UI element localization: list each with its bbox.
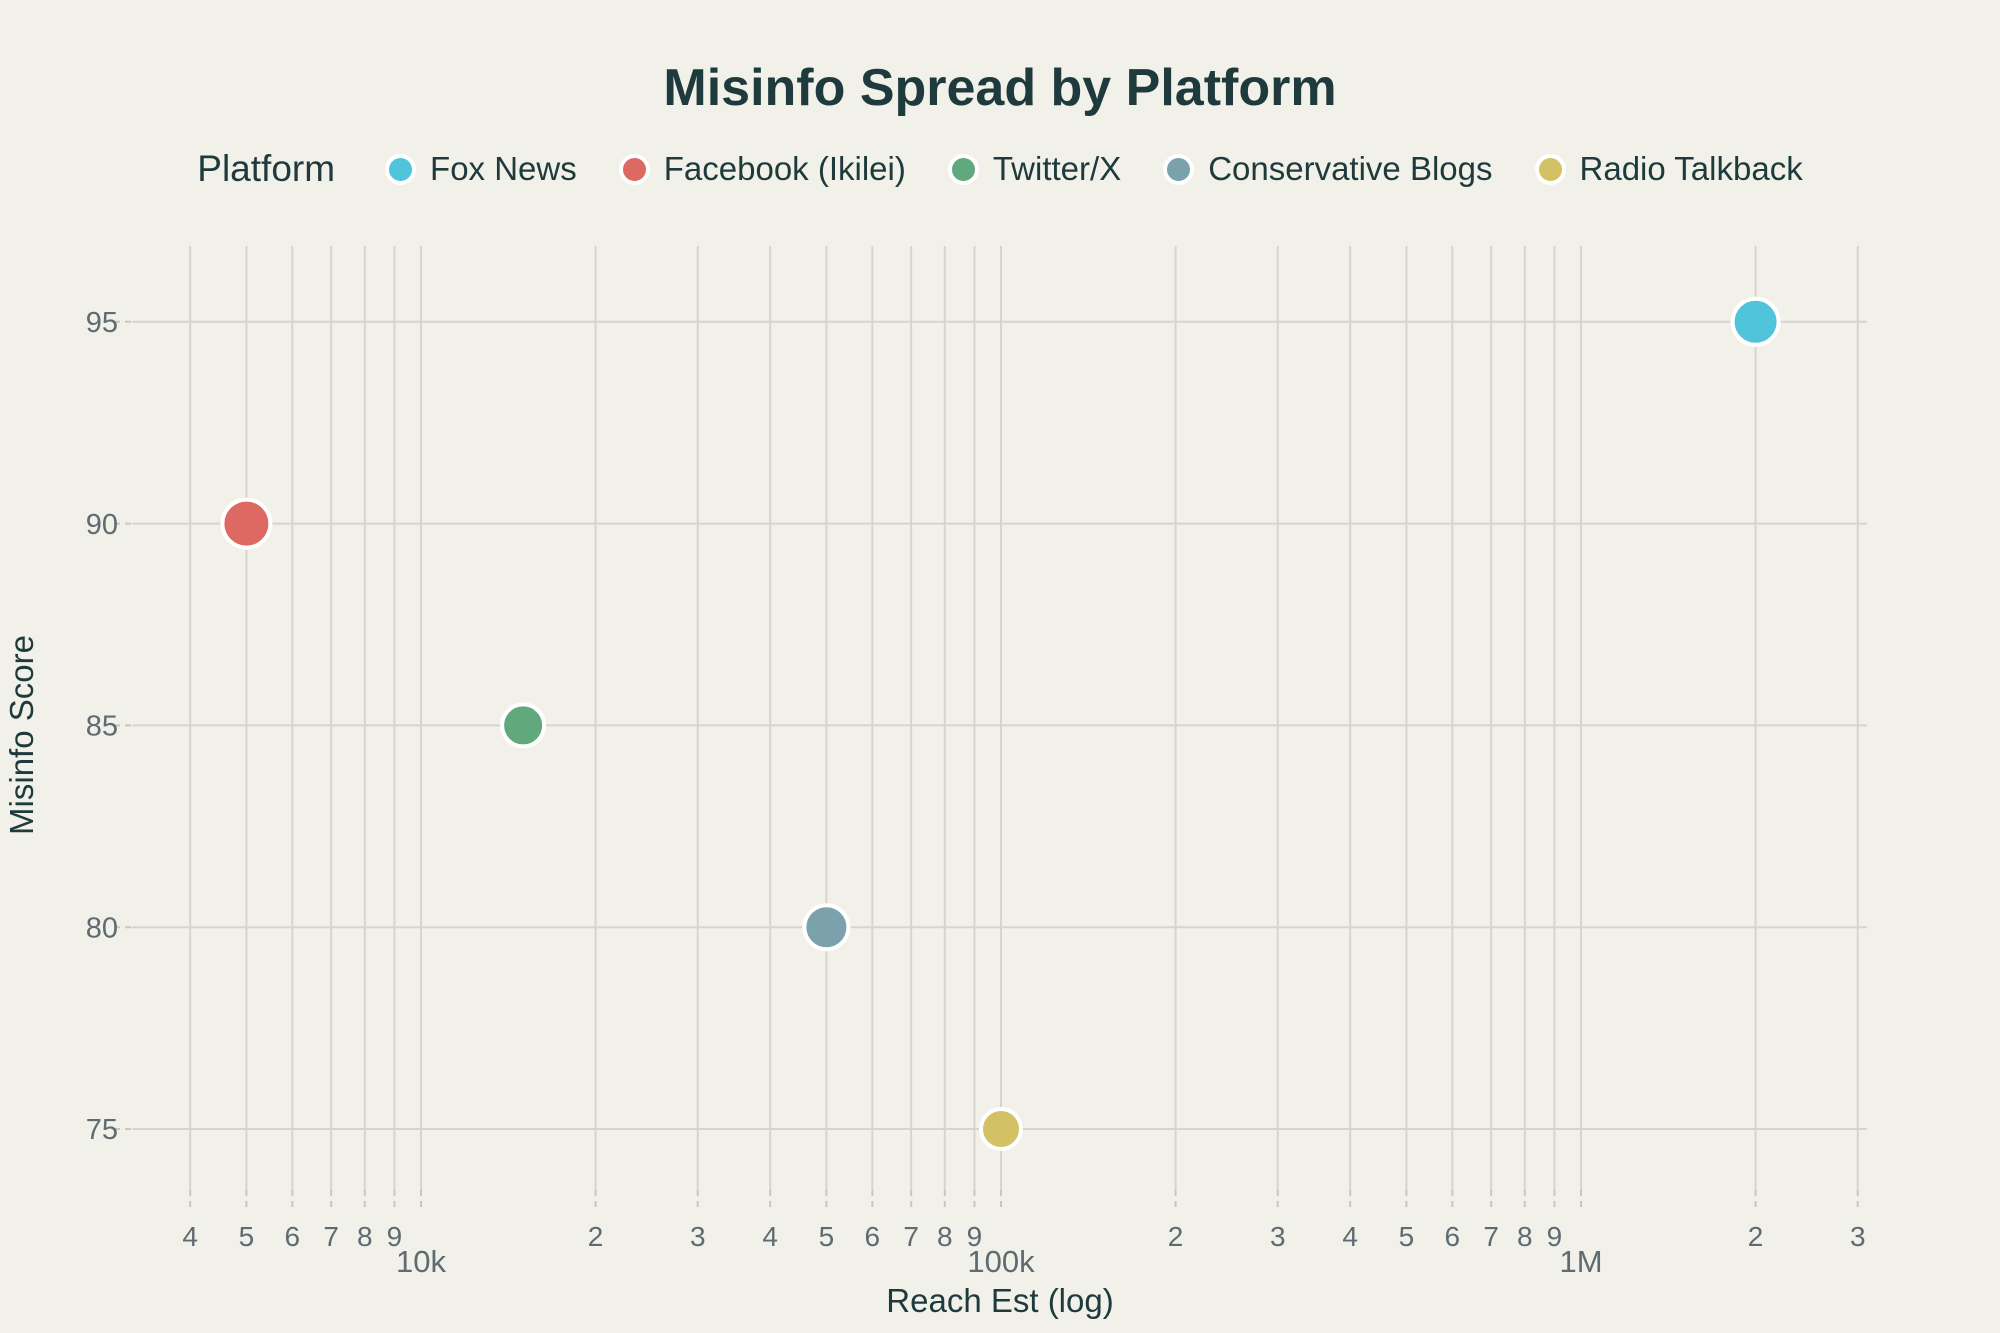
legend-item-facebook-ikilei[interactable]: Facebook (Ikilei) — [618, 150, 906, 188]
legend: Platform Fox News Facebook (Ikilei) Twitte… — [0, 148, 2000, 190]
x-tick-label: 8 — [937, 1221, 953, 1252]
x-tick-label: 3 — [1850, 1221, 1866, 1252]
x-tick-label: 5 — [819, 1221, 835, 1252]
legend-item-label: Facebook (Ikilei) — [663, 150, 906, 187]
x-tick-label: 7 — [1483, 1221, 1499, 1252]
chart-title: Misinfo Spread by Platform — [663, 59, 1337, 117]
y-tick-label: 85 — [86, 711, 118, 743]
y-tick-label: 80 — [86, 912, 118, 944]
x-tick-label: 6 — [285, 1221, 301, 1252]
legend-marker-icon — [618, 153, 650, 185]
x-tick-label: 6 — [865, 1221, 881, 1252]
data-point-twitter-x[interactable] — [500, 702, 547, 749]
y-tick-label: 90 — [86, 509, 118, 541]
x-tick-label: 4 — [762, 1221, 778, 1252]
x-tick-label: 3 — [690, 1221, 706, 1252]
x-tick-label: 5 — [239, 1221, 255, 1252]
x-tick-label: 2 — [588, 1221, 604, 1252]
data-point-conservative-blogs[interactable] — [802, 903, 851, 952]
x-tick-label: 2 — [1168, 1221, 1184, 1252]
legend-item-label: Radio Talkback — [1579, 150, 1803, 187]
y-tick-label: 75 — [86, 1114, 118, 1146]
x-decade-label: 1M — [1559, 1244, 1602, 1279]
data-point-fox-news[interactable] — [1730, 296, 1781, 347]
legend-item-conservative-blogs[interactable]: Conservative Blogs — [1163, 150, 1493, 188]
x-tick-label: 3 — [1270, 1221, 1286, 1252]
y-axis-title: Misinfo Score — [3, 635, 40, 835]
legend-title: Platform — [197, 148, 336, 189]
x-tick-label: 9 — [387, 1221, 403, 1252]
x-tick-label: 4 — [1342, 1221, 1358, 1252]
legend-item-fox-news[interactable]: Fox News — [385, 150, 577, 188]
x-tick-label: 2 — [1748, 1221, 1764, 1252]
legend-item-label: Fox News — [430, 150, 577, 187]
x-tick-label: 8 — [357, 1221, 373, 1252]
data-point-facebook-ikilei[interactable] — [220, 497, 273, 550]
y-tick-label: 95 — [86, 307, 118, 339]
x-decade-label: 100k — [967, 1244, 1035, 1279]
legend-item-label: Twitter/X — [992, 150, 1122, 187]
x-decade-label: 10k — [396, 1244, 446, 1279]
legend-item-radio-talkback[interactable]: Radio Talkback — [1534, 150, 1803, 188]
legend-marker-icon — [385, 153, 417, 185]
x-tick-label: 4 — [182, 1221, 198, 1252]
legend-marker-icon — [947, 153, 979, 185]
x-tick-label: 6 — [1445, 1221, 1461, 1252]
legend-item-twitter-x[interactable]: Twitter/X — [947, 150, 1122, 188]
data-point-radio-talkback[interactable] — [979, 1107, 1023, 1151]
x-tick-label: 5 — [1399, 1221, 1415, 1252]
x-tick-label: 9 — [1547, 1221, 1563, 1252]
legend-marker-icon — [1534, 153, 1566, 185]
legend-item-label: Conservative Blogs — [1208, 150, 1493, 187]
x-tick-label: 7 — [903, 1221, 919, 1252]
x-tick-label: 7 — [323, 1221, 339, 1252]
legend-marker-icon — [1163, 153, 1195, 185]
x-tick-label: 8 — [1517, 1221, 1533, 1252]
x-tick-label: 9 — [967, 1221, 983, 1252]
x-axis-title: Reach Est (log) — [886, 1282, 1114, 1319]
